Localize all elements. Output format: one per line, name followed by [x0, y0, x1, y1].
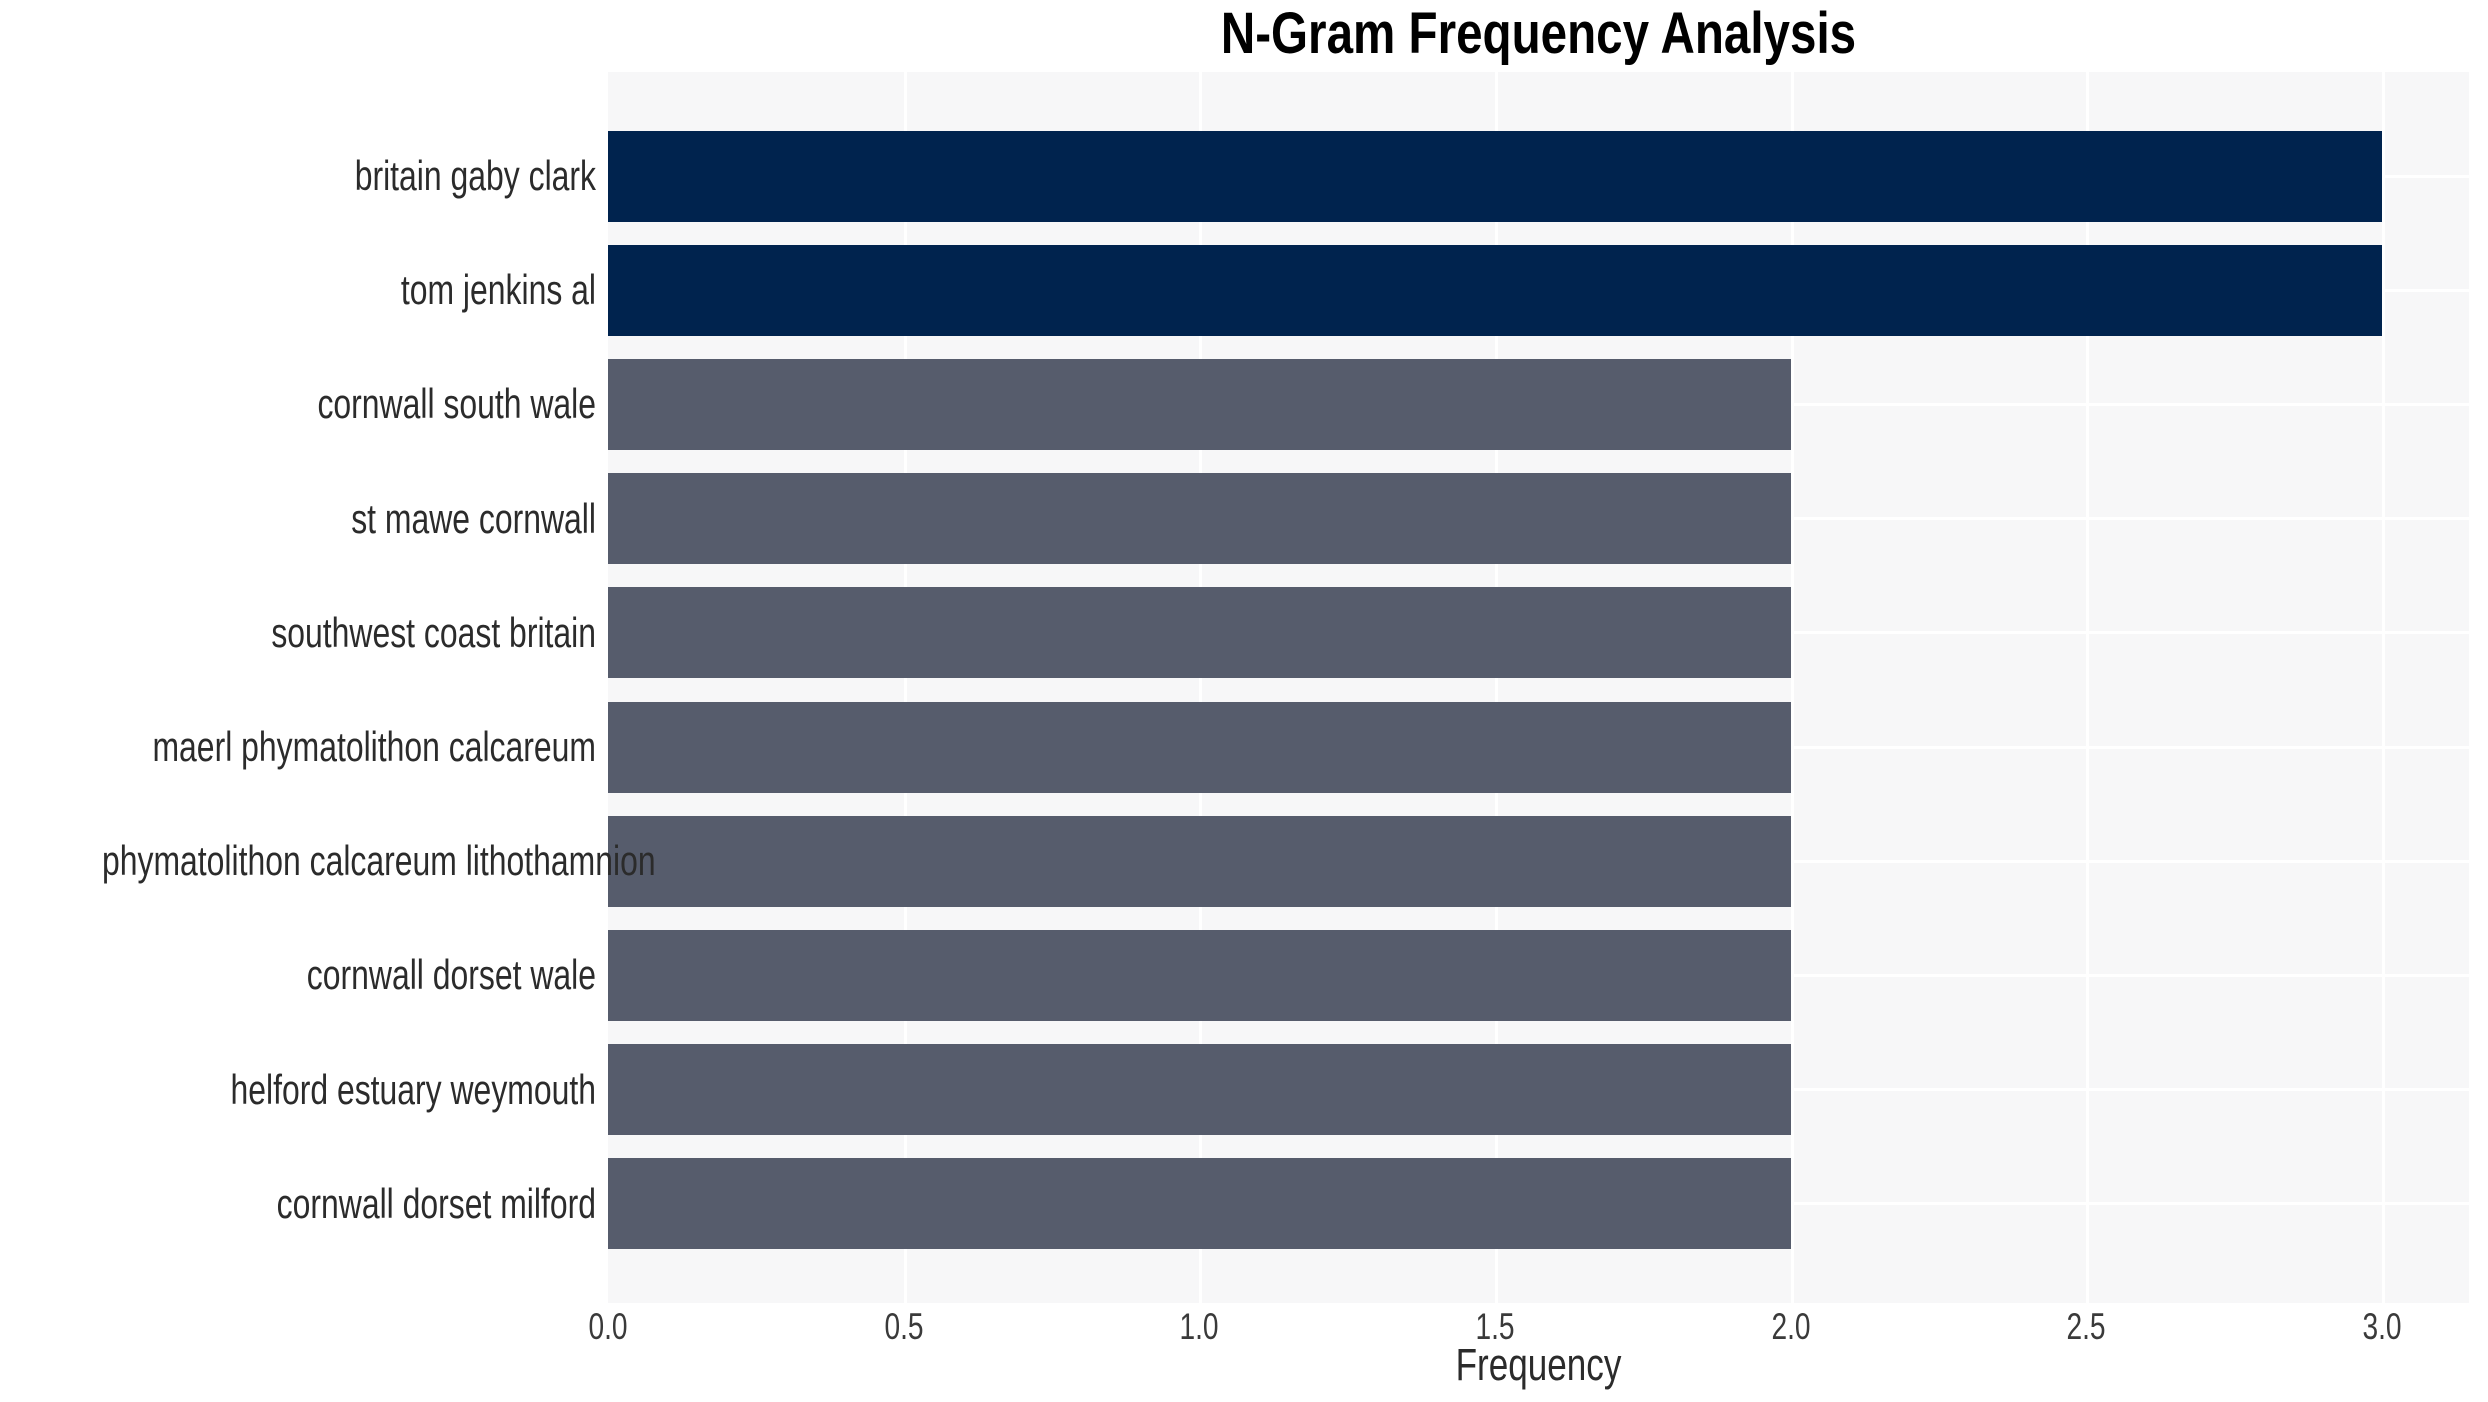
- y-tick-label: maerl phymatolithon calcareum: [152, 723, 596, 770]
- bar: [608, 1044, 1791, 1136]
- x-tick-label: 1.5: [1475, 1306, 1515, 1347]
- x-tick-label: 1.0: [1179, 1306, 1219, 1347]
- chart-title: N-Gram Frequency Analysis: [1220, 1, 1857, 66]
- vertical-gridline: [1790, 72, 1794, 1303]
- x-tick-label: 2.5: [2066, 1306, 2106, 1347]
- x-tick-label: 3.0: [2362, 1306, 2402, 1347]
- vertical-gridline: [2086, 72, 2090, 1303]
- bar: [608, 473, 1791, 565]
- bar: [608, 587, 1791, 679]
- bar: [608, 130, 2382, 222]
- bar: [608, 815, 1791, 907]
- vertical-gridline: [903, 72, 907, 1303]
- y-tick-label: cornwall south wale: [317, 380, 596, 428]
- bar: [608, 701, 1791, 793]
- plot-area: [608, 72, 2469, 1303]
- x-tick-label: 2.0: [1771, 1306, 1811, 1347]
- y-tick-label: cornwall dorset wale: [306, 951, 596, 999]
- y-tick-label: tom jenkins al: [400, 266, 596, 314]
- vertical-gridline: [1495, 72, 1498, 1303]
- y-tick-label: cornwall dorset milford: [276, 1179, 596, 1227]
- x-tick-label: 0.0: [588, 1306, 628, 1347]
- y-tick-label: southwest coast britain: [271, 608, 596, 656]
- bar: [608, 929, 1791, 1021]
- bar: [608, 244, 2382, 336]
- y-tick-label: helford estuary weymouth: [230, 1065, 596, 1113]
- y-tick-label: phymatolithon calcareum lithothamnion: [102, 837, 656, 885]
- vertical-gridline: [2382, 72, 2385, 1303]
- x-axis-title: Frequency: [1455, 1339, 1622, 1390]
- vertical-gridline: [1199, 72, 1203, 1303]
- x-tick-label: 0.5: [884, 1306, 924, 1347]
- bar: [608, 1158, 1791, 1250]
- y-tick-label: britain gaby clark: [354, 152, 596, 199]
- bar: [608, 358, 1791, 450]
- y-tick-label: st mawe cornwall: [351, 494, 596, 542]
